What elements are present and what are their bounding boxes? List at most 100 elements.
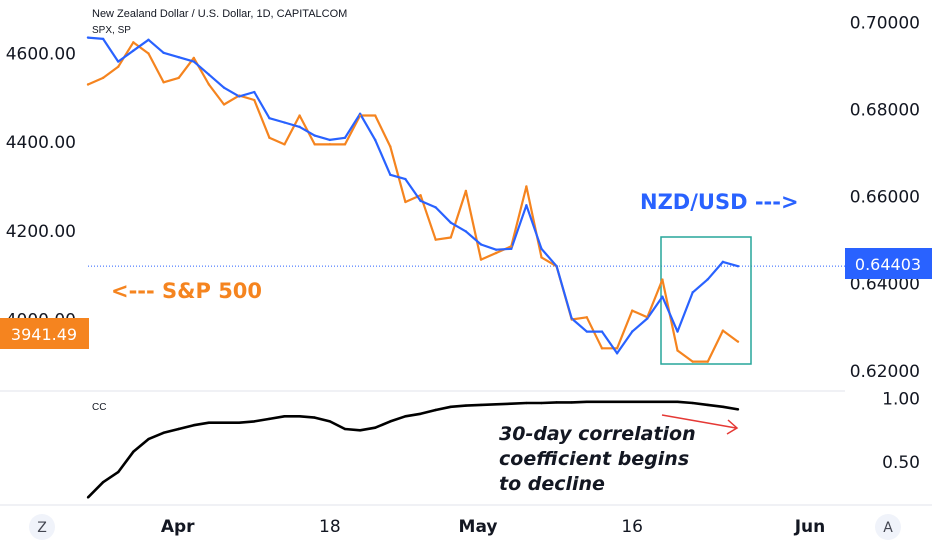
right-tick-label: 0.62000 [850,362,920,382]
spx-point [706,360,709,363]
nzd-point [132,49,135,52]
time-tick-label: Apr [161,517,195,537]
cc-point [479,403,483,407]
spx-point [600,347,604,350]
nzd-point [585,330,589,333]
spx-point [132,41,135,44]
nzd-point [691,291,694,294]
nzd-point [404,177,407,181]
spx-point [449,236,452,239]
nzd-point [615,352,619,355]
right-tick-label: 0.66000 [850,188,920,208]
cc-point [706,403,709,407]
spx-point [328,143,332,146]
spx-point [630,309,634,312]
nzd-point [525,204,528,207]
spx-point [147,52,150,55]
time-tick-label: 18 [319,517,341,537]
auto-zoom-button[interactable]: Z [29,514,55,540]
cc-point [449,405,452,409]
cc-point [86,496,90,499]
nzd-point [358,112,362,116]
cc-tick-label: 1.00 [882,390,920,410]
cc-point [510,402,513,405]
nzd-point [313,134,316,137]
cc-annotation-line-1: 30-day correlation [499,423,696,445]
nzd-point [328,138,332,142]
cc-point [661,400,664,403]
nzd-point [570,317,573,320]
auto-scale-button[interactable]: A [875,514,901,540]
nzd-point [676,330,679,333]
cc-point [494,403,498,406]
spx-point [736,340,740,343]
cc-point [600,400,604,403]
spx-point [721,329,725,332]
cc-point [736,408,740,411]
nzd-point [222,86,226,89]
nzd-last-value: 0.64403 [855,255,921,274]
cc-point [162,431,165,434]
right-tick-label: 0.64000 [850,275,920,295]
cc-tick-label: 0.50 [882,453,920,473]
cc-point [358,429,362,432]
cc-point [525,401,528,405]
nzd-points [86,36,740,355]
spx-point [117,65,120,68]
nzd-point [207,73,211,76]
spx-point [101,76,105,80]
nzd-point [661,295,664,298]
cc-series-line [87,400,739,499]
nzd-point [434,206,437,209]
left-tick-label: 4600.00 [6,44,76,64]
nzd-point [706,278,709,281]
highlight-box [660,236,752,365]
nzd-point [721,260,725,264]
spx-point [343,143,347,146]
spx-point [676,349,679,352]
spx-annotation: <--- S&P 500 [111,279,262,303]
cc-point [313,416,316,419]
spx-point [298,114,301,117]
spx-point [404,200,407,204]
nzd-point [192,60,196,63]
nzd-point [147,38,150,41]
right-tick-label: 0.70000 [850,13,920,33]
spx-point [691,360,694,363]
cc-point [374,426,377,429]
cc-point [630,400,634,403]
nzd-last-value-badge: 0.64403 [845,248,932,279]
nzd-point [86,36,90,39]
cc-point [691,401,694,405]
spx-last-value: 3941.49 [11,325,77,344]
nzd-point [117,60,120,63]
nzd-point [419,199,422,203]
nzd-point [162,51,165,55]
nzd-point [298,125,301,129]
spx-point [661,278,664,281]
cc-annotation-line-3: to decline [499,473,605,495]
cc-pane-label: CC [92,402,106,413]
cc-point [676,400,679,403]
spx-point [313,143,316,146]
cc-point [101,481,105,484]
cc-point [192,424,196,427]
nzd-point [374,138,377,142]
nzd-point [283,121,286,124]
spx-point [525,185,528,188]
cc-point [404,415,407,418]
spx-point [253,98,256,102]
cc-point [389,420,392,423]
spx-point [510,245,513,248]
cc-point [253,420,256,423]
cc-point [222,421,226,424]
time-tick-label: 16 [621,517,643,537]
spx-point [192,56,196,60]
cc-point [283,415,286,418]
nzd-point [177,55,180,59]
nzd-point [555,265,558,268]
spx-point [615,347,619,350]
spx-point [434,238,437,241]
cc-point [177,427,180,431]
